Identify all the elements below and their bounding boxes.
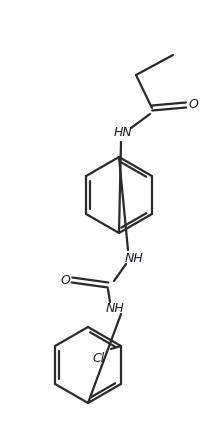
Text: O: O [188, 98, 198, 111]
Text: HN: HN [114, 126, 132, 138]
Text: Cl: Cl [93, 351, 105, 365]
Text: NH: NH [106, 301, 124, 314]
Text: NH: NH [125, 252, 143, 264]
Text: O: O [60, 273, 70, 286]
